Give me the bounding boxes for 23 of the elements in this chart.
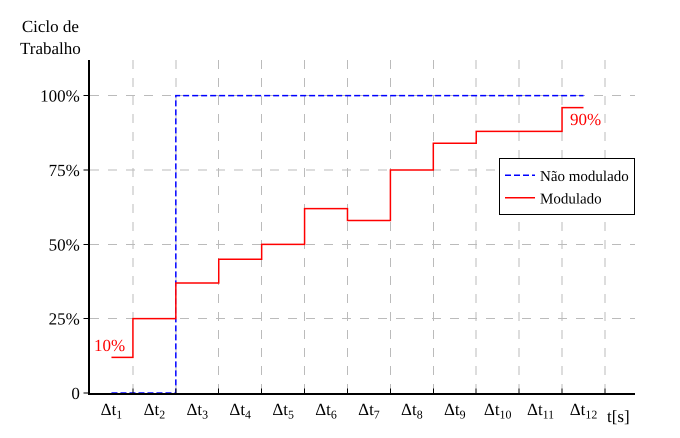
legend-label: Não modulado: [540, 169, 629, 186]
x-axis-title: t[s]: [607, 407, 630, 426]
x-tick-label: Δt$_{8}$: [401, 400, 423, 422]
x-tick-label: Δt$_{11}$: [527, 400, 554, 422]
x-tick-label: Δt$_{12}$: [570, 400, 598, 422]
x-tick-label: Δt$_{1}$: [100, 400, 122, 422]
x-tick-label: Δt$_{5}$: [272, 400, 294, 422]
x-tick-label: Δt$_{2}$: [144, 400, 166, 422]
y-tick-label: 25%: [48, 310, 80, 329]
x-tick-label: Δt$_{4}$: [229, 400, 252, 422]
annotation: 10%: [94, 336, 126, 355]
y-tick-label: 75%: [48, 160, 80, 180]
x-tick-label: Δt$_{10}$: [484, 400, 512, 422]
x-tick-label: Δt$_{6}$: [315, 400, 337, 422]
x-tick-label: Δt$_{7}$: [358, 400, 380, 422]
y-axis-title: Ciclo de Trabalho: [20, 17, 81, 58]
y-tick-label: 100%: [40, 86, 80, 106]
annotation: 90%: [570, 110, 602, 129]
x-tick-label: Δt$_{3}$: [186, 400, 208, 422]
legend-label: Modulado: [540, 192, 602, 208]
y-tick-label: 50%: [48, 235, 80, 254]
x-tick-label: Δt$_{9}$: [444, 400, 466, 422]
y-tick-label: 0: [71, 384, 80, 403]
